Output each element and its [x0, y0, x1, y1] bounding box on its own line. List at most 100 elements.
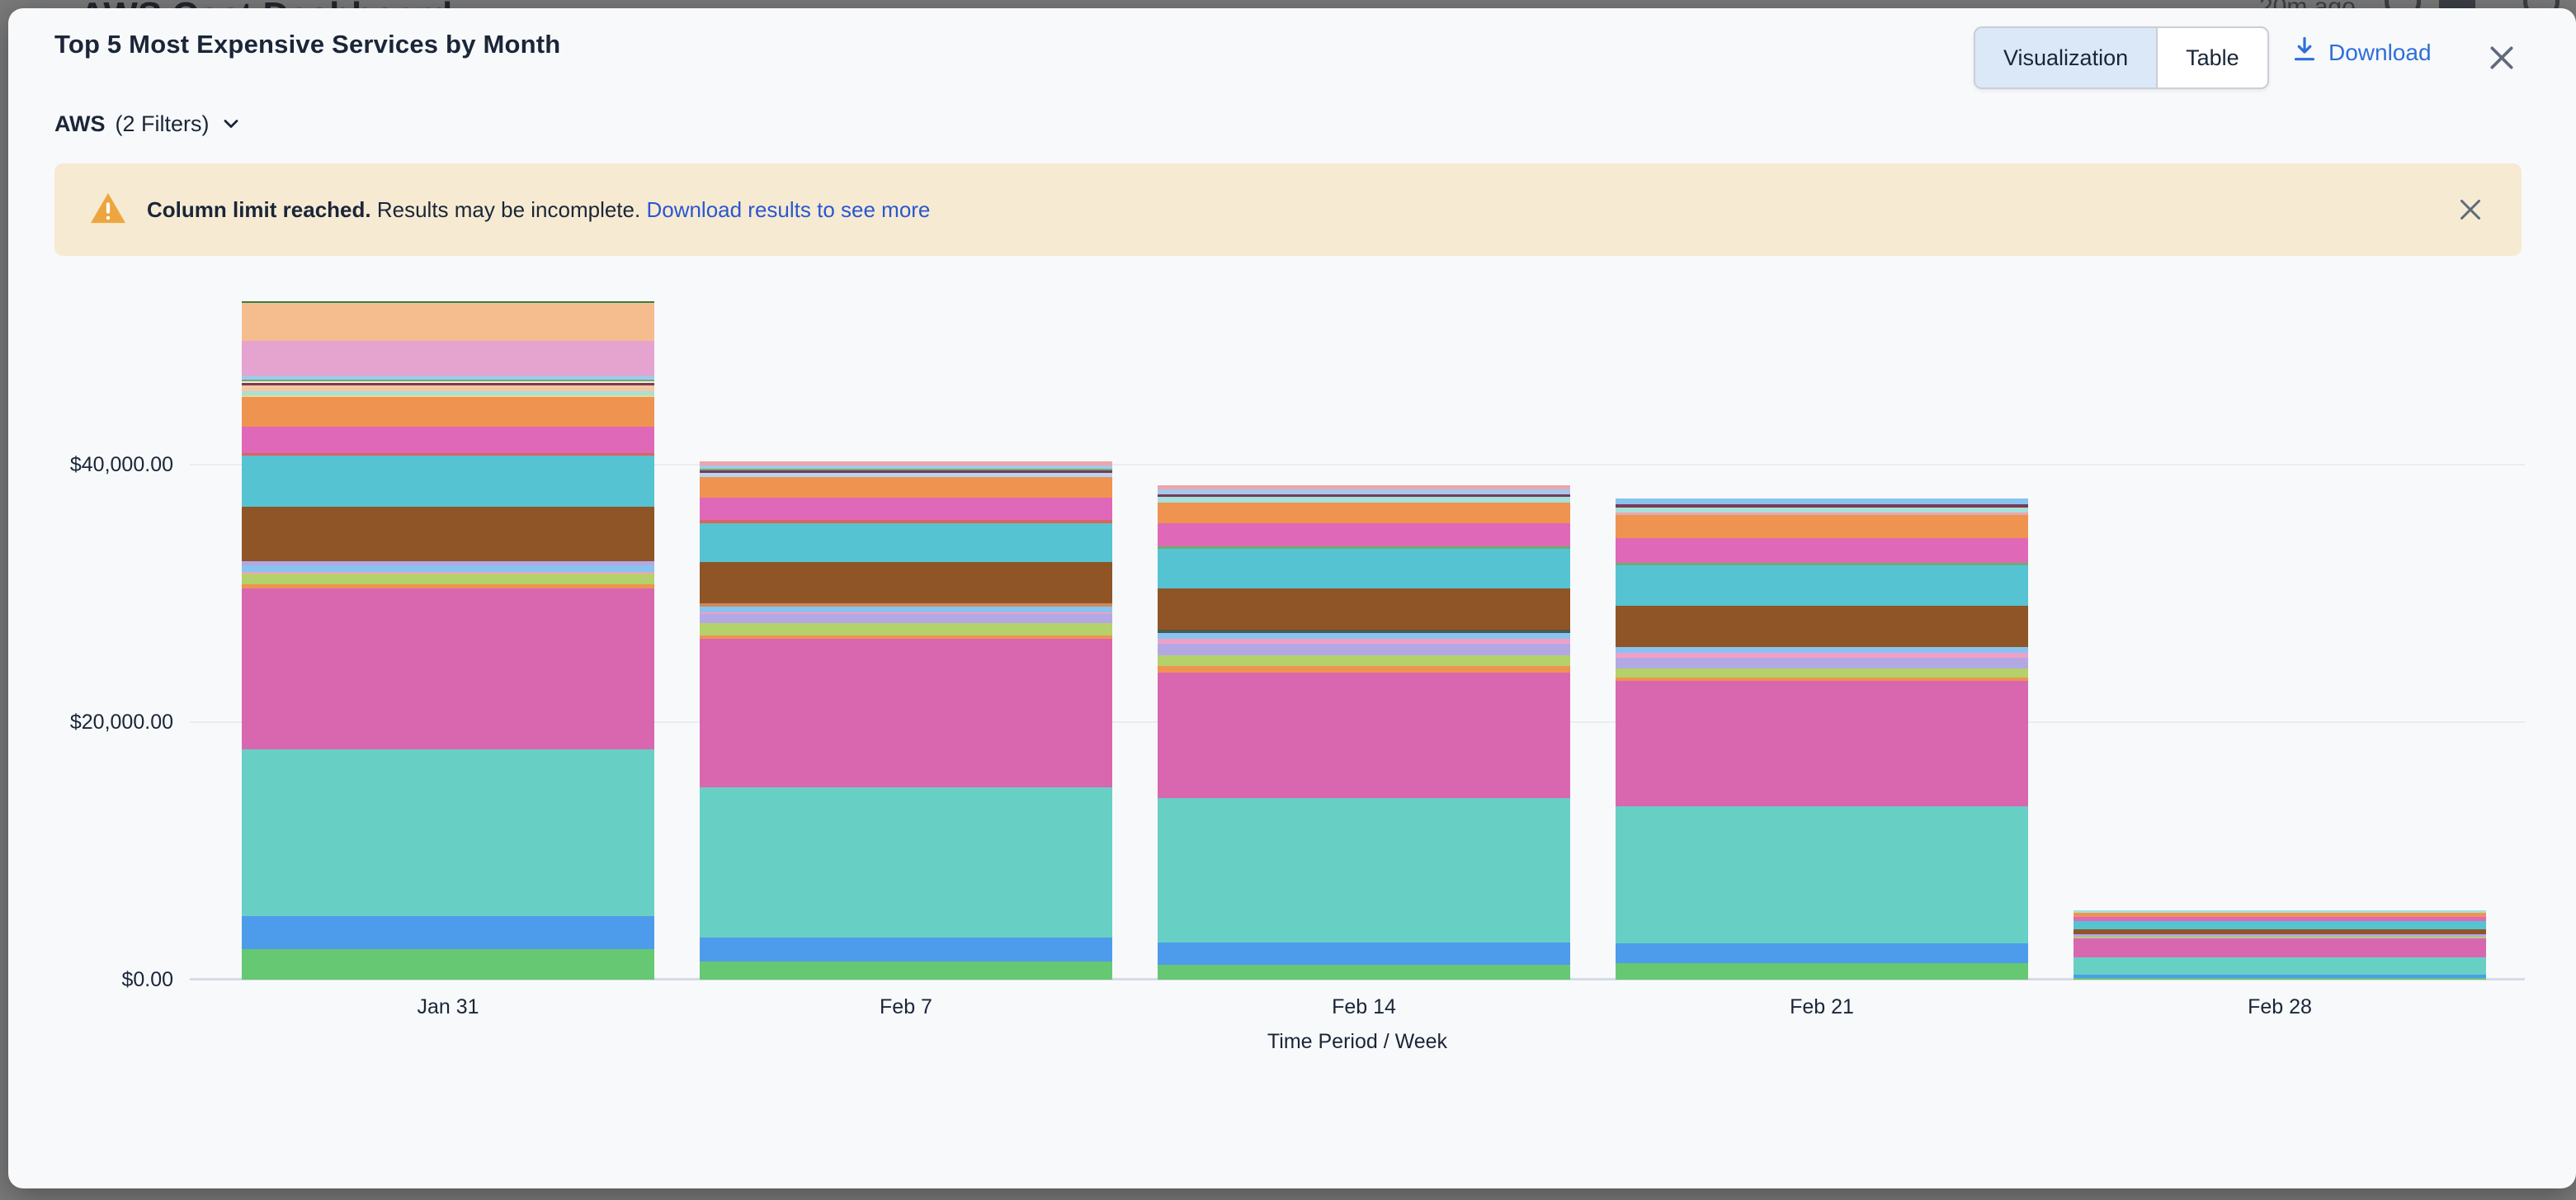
bar-segment-pale-blue[interactable] [242, 376, 654, 380]
bar-segment-salmon[interactable] [1158, 484, 1570, 489]
bar-segment-light-blue[interactable] [1616, 498, 2028, 505]
toggle-visualization-button[interactable]: Visualization [1975, 28, 2157, 87]
bar-segment-brown[interactable] [242, 507, 654, 562]
bar-segment-yellow-green[interactable] [2074, 937, 2486, 939]
bar-segment-yellow-green[interactable] [1158, 655, 1570, 667]
bar-segment-pink[interactable] [1616, 537, 2028, 564]
bar-segment-light-teal[interactable] [1616, 507, 2028, 513]
bar-segment-magenta[interactable] [1158, 673, 1570, 799]
bar-segment-cyan[interactable] [2074, 921, 2486, 930]
bar-segment-magenta[interactable] [700, 639, 1112, 787]
download-button[interactable]: Download [2292, 36, 2432, 69]
bar-segment-orange[interactable] [1158, 503, 1570, 524]
bar-segment-orange[interactable] [1616, 677, 2028, 681]
bar-segment-brown[interactable] [2074, 929, 2486, 935]
bar-segment-yellow-green[interactable] [700, 623, 1112, 636]
bar-segment-green[interactable] [2074, 977, 2486, 980]
download-results-link[interactable]: Download results to see more [646, 196, 931, 222]
bar-segment-cream[interactable] [242, 380, 654, 383]
bar-segment-coral[interactable] [242, 453, 654, 456]
bar-segment-cyan[interactable] [242, 456, 654, 508]
bar-segment-lavender[interactable] [700, 613, 1112, 623]
bar-segment-pink[interactable] [2074, 917, 2486, 922]
bar-segment-salmon[interactable] [700, 461, 1112, 465]
bar-segment-medium-green[interactable] [1616, 563, 2028, 566]
bar-segment-lavender[interactable] [1616, 657, 2028, 669]
bar-segment-magenta[interactable] [242, 588, 654, 750]
bar-segment-light-pink[interactable] [242, 572, 654, 574]
bar-segment-light-teal[interactable] [1158, 496, 1570, 503]
bar-segment-pale-blue[interactable] [700, 465, 1112, 469]
bar-segment-light-blue[interactable] [242, 565, 654, 573]
bar-segment-orange[interactable] [1158, 666, 1570, 673]
bar-segment-blue[interactable] [2074, 974, 2486, 978]
bar-segment-maroon[interactable] [1158, 494, 1570, 497]
bar-segment-lavender[interactable] [2074, 934, 2486, 938]
bar-segment-green[interactable] [700, 961, 1112, 980]
bar-segment-teal[interactable] [242, 749, 654, 916]
bar-segment-magenta[interactable] [2074, 938, 2486, 957]
modal-close-button[interactable] [2485, 41, 2518, 74]
bar-segment-blue[interactable] [1158, 943, 1570, 965]
bar-segment-salmon[interactable] [1616, 512, 2028, 515]
bar-segment-green[interactable] [1158, 964, 1570, 980]
bar-segment-yellow-green[interactable] [242, 574, 654, 585]
bar-segment-cyan[interactable] [1158, 548, 1570, 589]
bar-segment-pale-yellow[interactable] [242, 395, 654, 398]
bar-segment-maroon[interactable] [242, 382, 654, 386]
bar-segment-pink[interactable] [700, 498, 1112, 521]
stacked-bar-jan-31[interactable] [242, 300, 654, 980]
bar-segment-orange[interactable] [2074, 913, 2486, 918]
bar-segment-light-pink[interactable] [1158, 638, 1570, 645]
bar-segment-orange[interactable] [700, 635, 1112, 640]
bar-segment-light-blue[interactable] [1158, 632, 1570, 639]
banner-dismiss-button[interactable] [2456, 195, 2485, 224]
filter-dropdown[interactable]: AWS (2 Filters) [54, 107, 243, 141]
bar-segment-light-blue[interactable] [1616, 647, 2028, 653]
bar-segment-light-teal[interactable] [2074, 909, 2486, 914]
bar-segment-orange[interactable] [242, 584, 654, 589]
bar-segment-magenta[interactable] [1616, 680, 2028, 806]
bar-segment-pink[interactable] [1158, 523, 1570, 546]
bar-segment-teal[interactable] [1616, 806, 2028, 943]
bar-segment-medium-green[interactable] [1158, 546, 1570, 549]
bar-segment-orange[interactable] [700, 476, 1112, 498]
bar-segment-medium-green[interactable] [700, 468, 1112, 470]
stacked-bar-feb-7[interactable] [700, 461, 1112, 980]
stacked-bar-feb-21[interactable] [1616, 498, 2028, 980]
bar-segment-lavender[interactable] [242, 561, 654, 566]
bar-segment-cyan[interactable] [1616, 565, 2028, 606]
toggle-table-button[interactable]: Table [2156, 28, 2267, 87]
bar-segment-orange[interactable] [242, 397, 654, 427]
bar-segment-orchid[interactable] [242, 340, 654, 376]
bar-segment-dark-green[interactable] [242, 300, 654, 304]
bar-segment-green[interactable] [242, 949, 654, 980]
bar-segment-coral[interactable] [700, 520, 1112, 523]
bar-segment-pale-blue[interactable] [700, 472, 1112, 477]
bar-segment-brown[interactable] [700, 562, 1112, 603]
bar-segment-blue[interactable] [700, 938, 1112, 961]
bar-segment-light-blue[interactable] [700, 606, 1112, 612]
bar-segment-teal[interactable] [1158, 798, 1570, 943]
bar-segment-brown[interactable] [1158, 588, 1570, 630]
bar-segment-medium-green[interactable] [242, 379, 654, 381]
bar-segment-maroon[interactable] [700, 470, 1112, 473]
bar-segment-teal[interactable] [700, 787, 1112, 938]
bar-segment-light-pink[interactable] [700, 612, 1112, 614]
bar-segment-yellow-green[interactable] [1616, 668, 2028, 678]
bar-segment-blue[interactable] [242, 915, 654, 950]
bar-segment-teal[interactable] [2074, 957, 2486, 975]
stacked-bar-feb-14[interactable] [1158, 484, 1570, 980]
bar-segment-pale-blue[interactable] [1158, 489, 1570, 494]
bar-segment-blue[interactable] [1616, 943, 2028, 963]
bar-segment-tan[interactable] [700, 602, 1112, 607]
bar-segment-peach[interactable] [242, 303, 654, 341]
bar-segment-lavender[interactable] [1158, 644, 1570, 656]
stacked-bar-feb-28[interactable] [2074, 909, 2486, 980]
bar-segment-light-pink[interactable] [1616, 652, 2028, 658]
bar-segment-orange[interactable] [1616, 514, 2028, 538]
bar-segment-brown[interactable] [1616, 605, 2028, 648]
bar-segment-dark-slate[interactable] [1158, 629, 1570, 633]
bar-segment-cyan[interactable] [700, 522, 1112, 563]
bar-segment-pink[interactable] [242, 426, 654, 454]
